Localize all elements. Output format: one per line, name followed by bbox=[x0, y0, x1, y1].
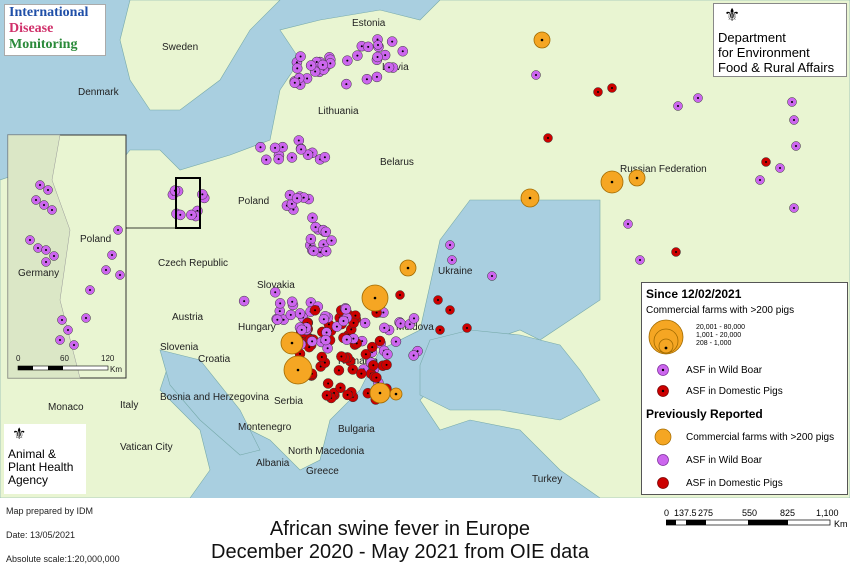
map-legend: Since 12/02/2021 Commercial farms with >… bbox=[641, 282, 848, 495]
outbreak-markers bbox=[167, 31, 801, 405]
legend-domestic: ASF in Domestic Pigs bbox=[686, 386, 783, 397]
footer-prepared: Map prepared by IDM bbox=[6, 506, 94, 516]
legend-size-small: 208 - 1,000 bbox=[696, 340, 732, 347]
crest-icon: ⚜ bbox=[12, 426, 27, 443]
label-romania: Romania bbox=[338, 356, 378, 367]
legend-prev-wild-boar: ASF in Wild Boar bbox=[686, 455, 763, 466]
legend-domestic-symbol bbox=[657, 385, 669, 397]
label-bosnia: Bosnia and Herzegovina bbox=[160, 392, 269, 403]
inset-locator-box bbox=[175, 177, 201, 229]
legend-prev-domestic-symbol bbox=[657, 477, 669, 489]
label-estonia: Estonia bbox=[352, 18, 386, 29]
inset-scale-120: 120 bbox=[101, 354, 115, 363]
label-bulgaria: Bulgaria bbox=[338, 424, 375, 435]
label-russia: Russian Federation bbox=[620, 164, 707, 175]
defra-logo: ⚜ Department for Environment Food & Rura… bbox=[713, 3, 847, 77]
label-slovakia: Slovakia bbox=[257, 280, 295, 291]
legend-size-symbols: 20,001 - 80,000 1,001 - 20,000 208 - 1,0… bbox=[648, 319, 745, 355]
label-ukraine: Ukraine bbox=[438, 266, 473, 277]
inset-scale-unit: Km bbox=[110, 365, 122, 374]
map-title: African swine fever in Europe December 2… bbox=[211, 518, 589, 563]
legend-wild-boar-symbol bbox=[657, 364, 669, 376]
legend-previous-heading: Previously Reported bbox=[646, 407, 763, 421]
legend-size-large: 20,001 - 80,000 bbox=[696, 324, 745, 331]
apha-logo: ⚜ Animal & Plant Health Agency bbox=[4, 424, 86, 494]
label-albania: Albania bbox=[256, 458, 290, 469]
asf-map: Estonia Sweden Latvia Denmark Lithuania … bbox=[0, 0, 850, 498]
label-sweden: Sweden bbox=[162, 42, 198, 53]
legend-commercial-label: Commercial farms with >200 pigs bbox=[646, 305, 795, 316]
label-vatican: Vatican City bbox=[120, 442, 173, 453]
label-slovenia: Slovenia bbox=[160, 342, 199, 353]
label-lithuania: Lithuania bbox=[318, 106, 359, 117]
label-turkey: Turkey bbox=[532, 474, 562, 485]
label-austria: Austria bbox=[172, 312, 204, 323]
label-belarus: Belarus bbox=[380, 157, 414, 168]
label-hungary: Hungary bbox=[238, 322, 276, 333]
label-italy: Italy bbox=[120, 400, 138, 411]
label-czech: Czech Republic bbox=[158, 258, 228, 269]
legend-wild-boar: ASF in Wild Boar bbox=[686, 365, 763, 376]
label-croatia: Croatia bbox=[198, 354, 231, 365]
idm-logo: International Disease Monitoring bbox=[4, 4, 106, 56]
label-north-macedonia: North Macedonia bbox=[288, 446, 365, 457]
label-greece: Greece bbox=[306, 466, 339, 477]
label-moldova: Moldova bbox=[396, 322, 434, 333]
crest-icon: ⚜ bbox=[724, 5, 741, 25]
legend-size-medium: 1,001 - 20,000 bbox=[696, 332, 741, 339]
label-poland: Poland bbox=[238, 196, 269, 207]
inset-label-poland: Poland bbox=[80, 234, 111, 245]
legend-prev-wild-boar-symbol bbox=[657, 454, 669, 466]
legend-prev-domestic: ASF in Domestic Pigs bbox=[686, 478, 783, 489]
label-montenegro: Montenegro bbox=[238, 422, 292, 433]
label-monaco: Monaco bbox=[48, 402, 84, 413]
legend-since-heading: Since 12/02/2021 bbox=[646, 287, 742, 301]
footer-date: Date: 13/05/2021 bbox=[6, 530, 76, 540]
footer-scale: Absolute scale:1:20,000,000 bbox=[6, 554, 120, 564]
inset-map: Poland Germany 0 60 120 Km bbox=[7, 134, 127, 379]
legend-prev-commercial-symbol bbox=[654, 428, 672, 446]
inset-scale-0: 0 bbox=[16, 354, 21, 363]
label-denmark: Denmark bbox=[78, 87, 120, 98]
legend-prev-commercial: Commercial farms with >200 pigs bbox=[686, 432, 835, 443]
inset-scale-60: 60 bbox=[60, 354, 69, 363]
label-serbia: Serbia bbox=[274, 396, 303, 407]
inset-label-germany: Germany bbox=[18, 268, 59, 279]
